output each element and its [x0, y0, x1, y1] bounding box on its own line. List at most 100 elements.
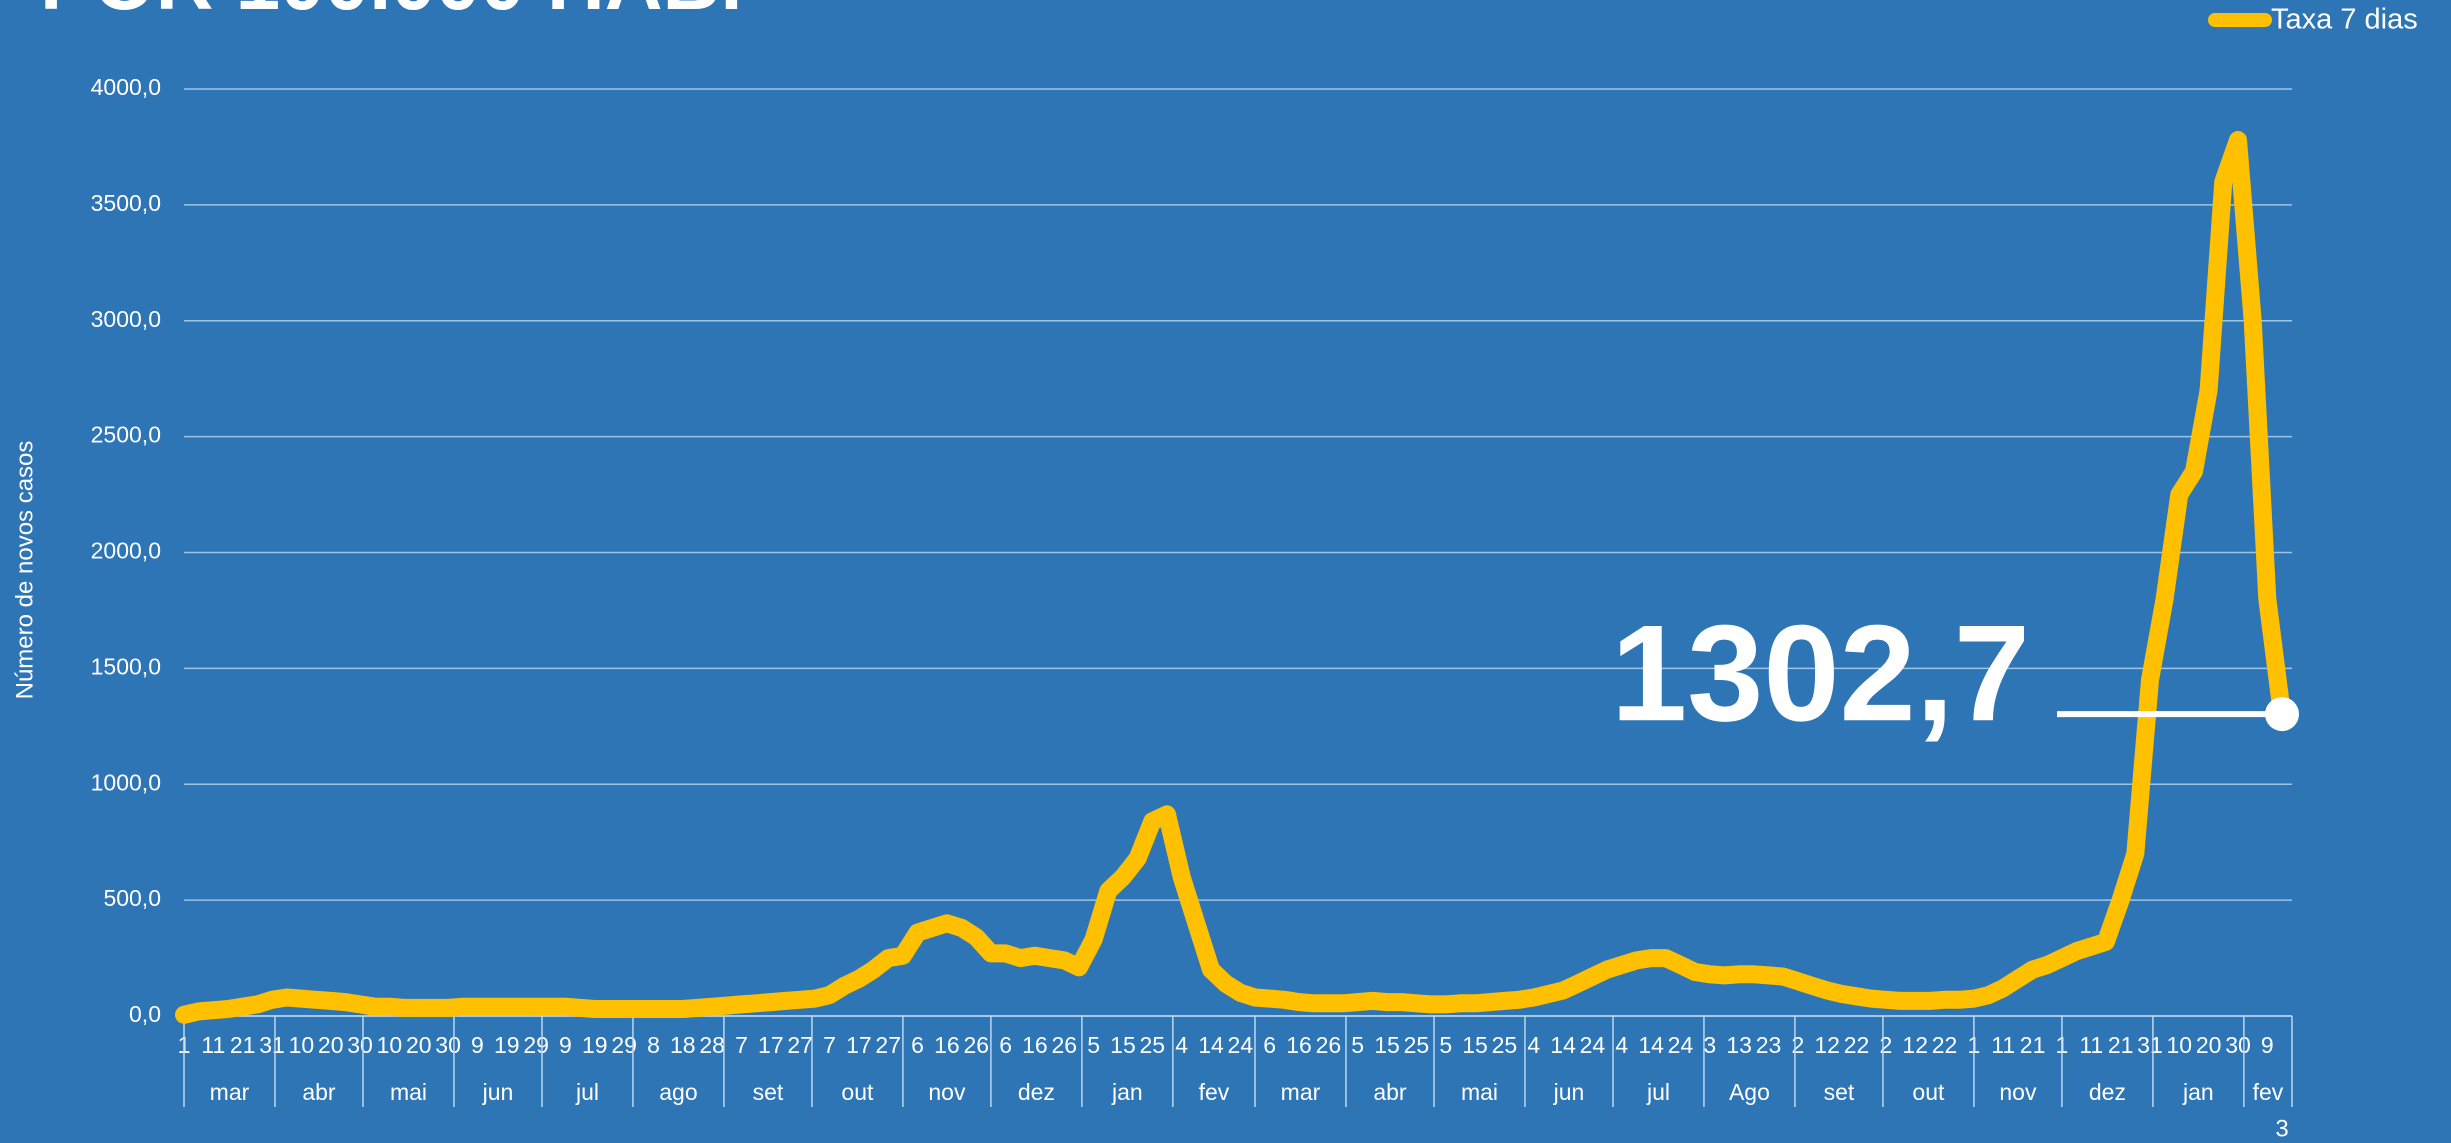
x-tick-label: 22 [1844, 1032, 1870, 1058]
x-tick-label: 5 [1087, 1032, 1100, 1058]
x-tick-label: 14 [1550, 1032, 1576, 1058]
x-tick-label: 8 [647, 1032, 660, 1058]
x-tick-label: 26 [1316, 1032, 1342, 1058]
month-label: nov [928, 1079, 966, 1105]
x-tick-label: 29 [523, 1032, 549, 1058]
x-tick-label: 11 [201, 1032, 225, 1058]
x-tick-label: 30 [2225, 1032, 2251, 1058]
note: 3 [2275, 1115, 2288, 1142]
month-label: jun [482, 1079, 514, 1105]
month-label: out [1912, 1079, 1945, 1105]
x-tick-label: 24 [1228, 1032, 1254, 1058]
y-tick-label: 0,0 [129, 1001, 161, 1027]
month-label: set [1824, 1079, 1855, 1105]
y-axis-label: Número de novos casos [11, 441, 38, 700]
x-tick-label: 5 [1351, 1032, 1364, 1058]
month-label: jul [1646, 1079, 1670, 1105]
x-tick-label: 27 [875, 1032, 901, 1058]
x-tick-label: 24 [1668, 1032, 1694, 1058]
month-label: Ago [1729, 1079, 1770, 1105]
y-tick-label: 2500,0 [91, 422, 161, 448]
month-label: jul [575, 1079, 599, 1105]
month-label: dez [1018, 1079, 1055, 1105]
month-label: nov [1999, 1079, 2037, 1105]
x-tick-label: 13 [1726, 1032, 1752, 1058]
x-tick-label: 30 [347, 1032, 373, 1058]
x-tick-label: 2 [1791, 1032, 1804, 1058]
x-tick-label: 4 [1175, 1032, 1188, 1058]
month-label: mar [210, 1079, 250, 1105]
x-tick-label: 14 [1198, 1032, 1224, 1058]
month-label: jan [2182, 1079, 2214, 1105]
x-tick-label: 21 [230, 1032, 256, 1058]
x-tick-label: 6 [911, 1032, 924, 1058]
y-tick-label: 4000,0 [91, 74, 161, 100]
x-tick-label: 9 [2261, 1032, 2274, 1058]
x-tick-label: 16 [934, 1032, 960, 1058]
x-tick-label: 21 [2108, 1032, 2134, 1058]
x-tick-label: 22 [1932, 1032, 1958, 1058]
x-tick-label: 28 [699, 1032, 725, 1058]
x-tick-label: 14 [1638, 1032, 1664, 1058]
x-tick-label: 23 [1756, 1032, 1782, 1058]
x-tick-label: 11 [1991, 1032, 2015, 1058]
x-tick-label: 15 [1374, 1032, 1400, 1058]
x-tick-label: 16 [1022, 1032, 1048, 1058]
month-label: ago [659, 1079, 697, 1105]
data-point [2265, 697, 2299, 732]
x-tick-label: 15 [1110, 1032, 1136, 1058]
x-tick-label: 19 [494, 1032, 520, 1058]
month-label: abr [1373, 1079, 1407, 1105]
y-tick-label: 1500,0 [91, 653, 161, 679]
x-tick-label: 7 [823, 1032, 836, 1058]
month-label: dez [2089, 1079, 2126, 1105]
x-tick-label: 6 [999, 1032, 1012, 1058]
y-tick-label: 2000,0 [91, 538, 161, 564]
x-tick-label: 17 [758, 1032, 784, 1058]
x-tick-label: 12 [1814, 1032, 1840, 1058]
x-tick-label: 25 [1492, 1032, 1518, 1058]
month-label: mai [1461, 1079, 1498, 1105]
y-tick-label: 3000,0 [91, 306, 161, 332]
month-label: mai [390, 1079, 427, 1105]
x-tick-label: 25 [1140, 1032, 1166, 1058]
x-tick-label: 10 [289, 1032, 315, 1058]
month-label: out [841, 1079, 874, 1105]
x-tick-label: 31 [2137, 1032, 2163, 1058]
x-tick-label: 12 [1902, 1032, 1928, 1058]
month-label: mar [1281, 1079, 1321, 1105]
x-tick-label: 4 [1527, 1032, 1540, 1058]
month-label: fev [1199, 1079, 1230, 1105]
x-tick-label: 25 [1404, 1032, 1430, 1058]
x-tick-label: 24 [1580, 1032, 1606, 1058]
x-tick-label: 7 [735, 1032, 748, 1058]
legend-label: Taxa 7 dias [2271, 4, 2418, 36]
x-tick-label: 15 [1462, 1032, 1488, 1058]
month-label: set [753, 1079, 784, 1105]
y-tick-label: 1000,0 [91, 769, 161, 795]
data-line [175, 131, 2291, 1024]
month-label: jun [1553, 1079, 1585, 1105]
x-tick-label: 16 [1286, 1032, 1312, 1058]
data-label: 1302,7 [1611, 597, 2030, 750]
x-tick-label: 26 [963, 1032, 989, 1058]
x-tick-label: 6 [1263, 1032, 1276, 1058]
x-tick-label: 3 [1703, 1032, 1716, 1058]
x-tick-label: 10 [377, 1032, 403, 1058]
x-tick-label: 27 [787, 1032, 813, 1058]
chart-title: POR 100.000 HAB. [40, 0, 743, 26]
x-tick-label: 10 [2167, 1032, 2193, 1058]
x-tick-label: 2 [1879, 1032, 1892, 1058]
x-tick-label: 30 [435, 1032, 461, 1058]
x-tick-label: 9 [559, 1032, 572, 1058]
x-tick-label: 4 [1615, 1032, 1628, 1058]
month-label: fev [2253, 1079, 2284, 1105]
x-tick-label: 19 [582, 1032, 608, 1058]
x-tick-label: 11 [2079, 1032, 2103, 1058]
x-tick-label: 21 [2020, 1032, 2046, 1058]
x-tick-label: 9 [471, 1032, 484, 1058]
x-tick-label: 17 [846, 1032, 872, 1058]
x-tick-label: 5 [1439, 1032, 1452, 1058]
